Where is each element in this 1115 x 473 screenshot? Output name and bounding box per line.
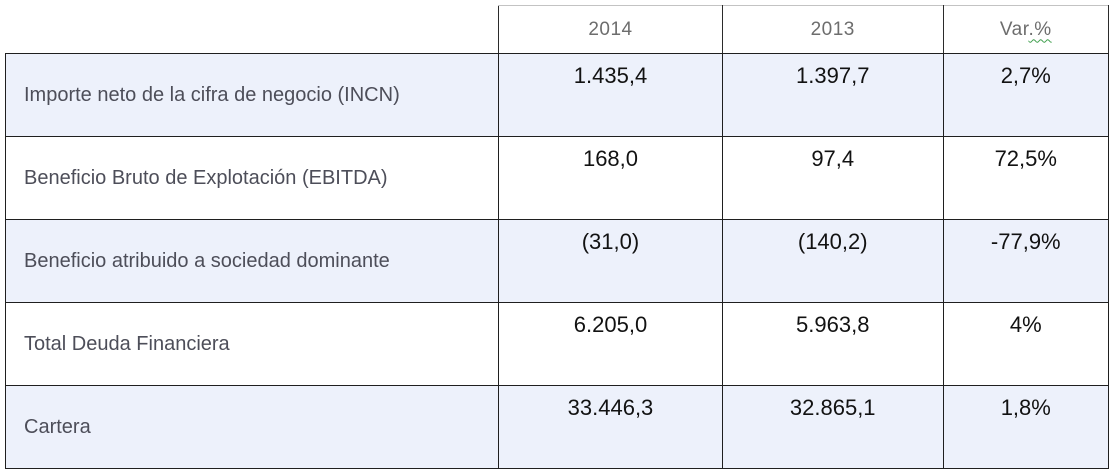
header-col-2014: 2014 [498,5,723,54]
value-2014: 1.435,4 [498,53,723,137]
row-label: Total Deuda Financiera [4,302,500,386]
table-row-incn: Importe neto de la cifra de negocio (INC… [4,53,1110,137]
table-row-beneficio-atribuido: Beneficio atribuido a sociedad dominante… [4,219,1110,303]
value-var: 2,7% [942,53,1110,137]
row-label: Beneficio atribuido a sociedad dominante [4,219,500,303]
value-var: 72,5% [942,136,1110,220]
row-label: Beneficio Bruto de Explotación (EBITDA) [4,136,500,220]
value-2014: 168,0 [498,136,723,220]
var-label-text: Var [999,18,1029,40]
table-row-ebitda: Beneficio Bruto de Explotación (EBITDA) … [4,136,1110,220]
row-label: Importe neto de la cifra de negocio (INC… [4,53,500,137]
value-2013: 32.865,1 [721,385,944,469]
value-var: 1,8% [942,385,1110,469]
value-2013: (140,2) [721,219,944,303]
value-2013: 1.397,7 [721,53,944,137]
table-header-row: 2014 2013 Var.% [6,5,1110,54]
value-2013: 97,4 [721,136,944,220]
value-2013: 5.963,8 [721,302,944,386]
var-label-spellcheck-underline: .% [1028,18,1052,40]
financial-summary-table: 2014 2013 Var.% Importe neto de la cifra… [4,5,1110,469]
header-col-var-pct: Var.% [942,5,1110,54]
row-label: Cartera [4,385,500,469]
value-var: -77,9% [942,219,1110,303]
value-var: 4% [942,302,1110,386]
table-row-cartera: Cartera 33.446,3 32.865,1 1,8% [4,385,1110,469]
value-2014: 33.446,3 [498,385,723,469]
value-2014: (31,0) [498,219,723,303]
header-corner-cell [6,6,499,54]
value-2014: 6.205,0 [498,302,723,386]
table-row-deuda-financiera: Total Deuda Financiera 6.205,0 5.963,8 4… [4,302,1110,386]
header-col-2013: 2013 [721,5,944,54]
